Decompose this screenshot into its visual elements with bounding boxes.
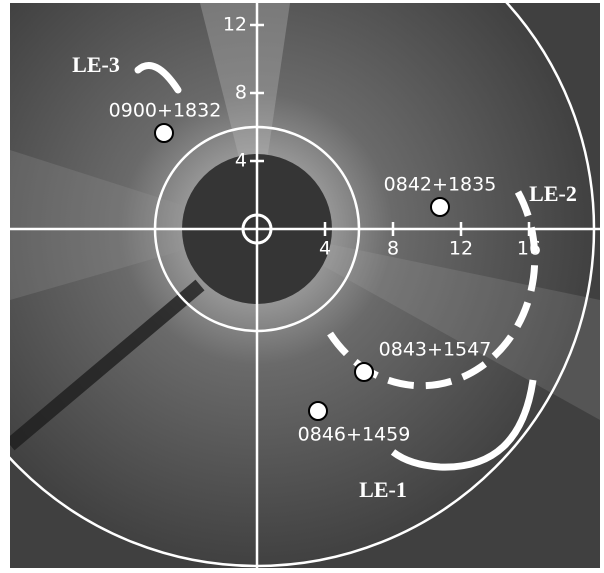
- y-tick-label: 8: [235, 82, 247, 104]
- x-tick-label: 4: [319, 238, 331, 260]
- source-marker: [354, 362, 374, 382]
- source-label: 0843+1547: [379, 339, 492, 361]
- streamer: [200, 3, 290, 229]
- dark-streak: [10, 279, 205, 451]
- source-marker: [308, 401, 328, 421]
- x-tick-label: 12: [449, 238, 473, 260]
- source-marker: [154, 123, 174, 143]
- le3-arc: [134, 62, 182, 94]
- source-label: 0846+1459: [298, 424, 411, 446]
- streamer: [10, 150, 257, 300]
- feature-label: LE-1: [359, 477, 407, 502]
- feature-label: LE-3: [72, 52, 120, 77]
- y-tick-label: 4: [235, 150, 247, 172]
- x-tick-label: 8: [387, 238, 399, 260]
- y-tick-label: 12: [223, 14, 247, 36]
- source-label: 0842+1835: [384, 174, 497, 196]
- source-label: 0900+1832: [109, 100, 222, 122]
- overlay: 4 8 12 16 4 8 12 0900+1832 0842+1835 0843+1547 084…: [72, 14, 577, 503]
- feature-label: LE-2: [529, 181, 577, 206]
- le1-arc: [390, 379, 537, 471]
- streamer: [257, 229, 600, 420]
- source-marker: [430, 197, 450, 217]
- x-tick-label: 16: [517, 238, 541, 260]
